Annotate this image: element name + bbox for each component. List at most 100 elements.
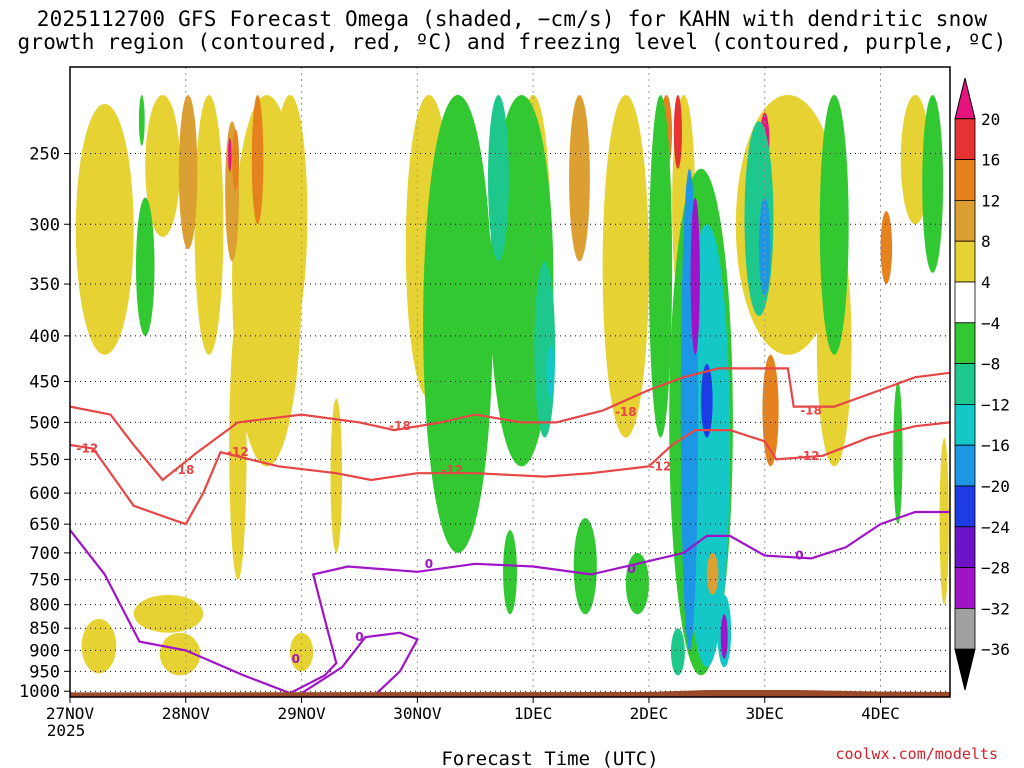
y-tick-label: 350 [29,275,60,295]
chart-title-line1: 2025112700 GFS Forecast Omega (shaded, −… [36,7,988,31]
colorbar-swatch [954,159,976,201]
omega-cell [232,129,240,191]
colorbar-label: −36 [981,640,1010,659]
colorbar-swatch [954,526,976,568]
colorbar-label: −4 [981,314,1000,333]
omega-cell [690,197,700,355]
dgz-contour-label: -12 [798,449,820,463]
y-tick-label: 400 [29,327,60,347]
colorbar-swatch [954,444,976,487]
y-tick-label: 950 [29,662,60,682]
colorbar-cap-top [954,77,976,120]
colorbar-swatch [954,199,976,242]
y-tick-label: 650 [29,515,60,535]
omega-cell [819,95,849,355]
chart-title-line2: growth region (contoured, red, ºC) and f… [17,30,1007,54]
omega-cell [573,518,597,615]
omega-cell [706,552,719,595]
dgz-contour-label: -12 [650,459,672,473]
colorbar-cap-bottom [954,648,976,691]
colorbar-label: −28 [981,559,1010,578]
omega-cell [159,632,201,676]
x-tick-label: 29NOV [277,704,326,723]
y-tick-label: 1000 [19,682,60,702]
omega-cell [625,552,649,615]
freezing-contour-label: 0 [355,630,363,644]
colorbar-label: −12 [981,395,1010,414]
y-tick-label: 800 [29,596,60,616]
colorbar-label: −20 [981,477,1010,496]
colorbar-swatch [954,118,976,161]
colorbar-swatch [954,322,976,364]
colorbar-label: −8 [981,355,1000,374]
omega-cell [251,95,264,225]
omega-cell [546,345,555,399]
omega-cell [893,381,903,525]
colorbar-swatch [954,608,976,650]
x-tick-label: 3DEC [745,704,784,723]
x-axis-title: Forecast Time (UTC) [441,748,658,768]
colorbar-label: 8 [981,232,991,251]
freezing-contour-line [301,631,419,695]
omega-cell [272,95,308,336]
y-tick-label: 300 [29,215,60,235]
omega-cell [229,315,247,580]
omega-cell [602,95,649,438]
omega-cell [503,530,517,615]
y-tick-label: 550 [29,450,60,470]
dgz-contour-label: -18 [800,404,822,418]
x-tick-sublabel: 2025 [47,721,86,740]
x-tick-label: 27NOV [46,704,95,723]
colorbar-label: −24 [981,518,1010,537]
colorbar: 20 16 12 8 4 −4 −8 −12 −16 −20 −24 −28 −32 −36 [954,77,1010,691]
chart-title: 2025112700 GFS Forecast Omega (shaded, −… [0,8,1024,54]
omega-cell [81,618,117,674]
colorbar-swatch [954,567,976,609]
omega-cell [758,197,771,295]
grid [70,67,950,697]
y-tick-label: 750 [29,571,60,591]
omega-cell [488,95,509,262]
plot-area: -18 -18 -18 -18 -12 -12 -12 -12 -12 0 0 0 0 0 [70,67,950,697]
omega-cell [939,437,949,605]
dgz-contour-label: -18 [173,463,195,477]
freezing-contour-label: 0 [292,652,300,666]
dgz-contour-line [70,421,950,526]
y-tick-label: 500 [29,413,60,433]
omega-cell [178,95,198,250]
omega-cell [670,628,685,676]
colorbar-swatch [954,485,976,528]
y-tick-label: 450 [29,373,60,393]
omega-cell [228,137,232,172]
omega-cell [145,95,180,237]
omega-cell [423,95,493,553]
dgz-contour-label: -12 [77,442,99,456]
ground-terrain [70,690,950,697]
colorbar-label: 16 [981,151,1000,170]
colorbar-swatch [954,363,976,405]
omega-cell [194,95,224,355]
omega-cell [701,363,713,438]
omega-cell [922,95,944,273]
omega-cell [648,95,673,438]
omega-cell [290,632,314,672]
omega-cell [762,354,779,467]
y-tick-label: 250 [29,145,60,165]
dgz-contour-label: -12 [441,463,463,477]
x-tick-label: 4DEC [861,704,900,723]
omega-cell [720,614,728,659]
freezing-contour-label: 0 [795,549,803,563]
omega-cell [673,95,682,169]
colorbar-swatch [954,403,976,446]
omega-shading [75,95,949,676]
omega-cell [569,95,590,262]
omega-cell [75,103,134,355]
dgz-contour-label: -18 [615,405,637,419]
y-axis: 2503003504004505005506006507007508008509… [19,145,70,702]
omega-cell [880,211,893,285]
freezing-contour-label: 0 [425,557,433,571]
x-tick-label: 2DEC [630,704,669,723]
x-tick-label: 1DEC [514,704,553,723]
omega-cell [133,594,204,633]
